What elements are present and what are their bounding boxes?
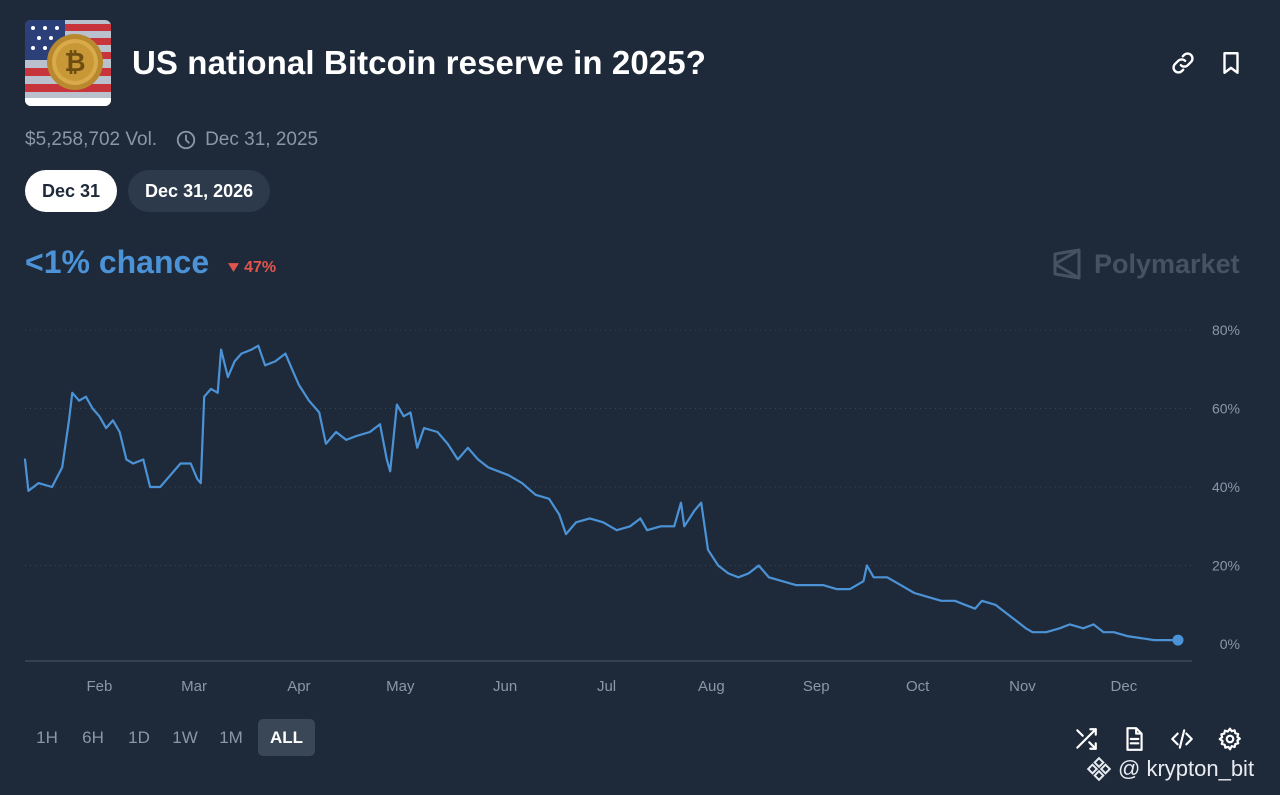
range-1d[interactable]: 1D (128, 727, 150, 747)
x-tick-label: Nov (1009, 678, 1036, 695)
watermark-text: @ krypton_bit (1118, 756, 1255, 781)
x-tick-label: Mar (181, 678, 207, 695)
chance-delta: 47% (228, 259, 276, 277)
x-tick-label: Apr (287, 678, 310, 695)
outcome-tabs: Dec 31 Dec 31, 2026 (25, 170, 271, 212)
y-tick-label: 80% (1212, 322, 1240, 338)
triangle-down-icon (228, 263, 240, 272)
diamond-logo-icon (1086, 756, 1112, 782)
range-1h[interactable]: 1H (36, 727, 58, 747)
range-1w[interactable]: 1W (172, 727, 198, 747)
market-header: ₿ US national Bitcoin reserve in 2025? (25, 20, 1255, 108)
x-tick-label: Sep (803, 678, 830, 695)
chance-label: <1% chance (25, 244, 210, 280)
series-line (23, 344, 1180, 642)
current-value-dot (1172, 634, 1184, 646)
gear-icon[interactable] (1217, 726, 1243, 752)
x-tick-label: Oct (906, 678, 930, 695)
x-axis-ticks: Feb Mar Apr May Jun Jul Aug Sep Oct Nov Dec (86, 678, 1137, 695)
chart-grid (25, 329, 1192, 566)
bitcoin-flag-icon: ₿ (25, 20, 111, 106)
y-axis-ticks: 0% 20% 40% 60% 80% (1212, 322, 1240, 652)
volume-text: $5,258,702 Vol. (25, 129, 158, 150)
range-all[interactable]: ALL (258, 719, 316, 756)
chance-delta-value: 47% (244, 258, 277, 276)
x-tick-label: Jul (597, 678, 616, 695)
bookmark-icon[interactable] (1218, 50, 1244, 76)
y-tick-label: 40% (1212, 479, 1240, 495)
y-tick-label: 20% (1212, 558, 1240, 574)
end-date-text: Dec 31, 2025 (205, 129, 319, 150)
svg-text:₿: ₿ (64, 48, 85, 78)
shuffle-icon[interactable] (1073, 726, 1099, 752)
x-tick-label: Jun (493, 678, 517, 695)
polymarket-icon (1053, 248, 1081, 280)
time-range-selector: 1H 6H 1D 1W 1M ALL (28, 719, 316, 756)
chart-tools (1073, 726, 1243, 752)
polymarket-logo: Polymarket (1052, 248, 1240, 280)
chance-summary: <1% chance 47% (25, 244, 276, 281)
range-1m[interactable]: 1M (219, 727, 243, 747)
range-6h[interactable]: 6H (82, 727, 104, 747)
probability-chart: 0% 20% 40% 60% 80% Feb Mar Apr May Jun Jul Aug Sep O… (23, 322, 1240, 695)
brand-name: Polymarket (1094, 248, 1240, 279)
clock-icon (176, 130, 196, 150)
x-tick-label: Aug (698, 678, 725, 695)
watermark: @ krypton_bit (1086, 756, 1254, 782)
link-icon[interactable] (1170, 50, 1196, 76)
tab-dec-31[interactable]: Dec 31 (25, 170, 118, 212)
x-tick-label: May (386, 678, 415, 695)
embed-code-icon[interactable] (1169, 726, 1195, 752)
y-tick-label: 0% (1220, 636, 1240, 652)
y-tick-label: 60% (1212, 401, 1240, 417)
tab-dec-31-2026[interactable]: Dec 31, 2026 (128, 170, 271, 212)
page-title: US national Bitcoin reserve in 2025? (132, 44, 706, 81)
x-tick-label: Dec (1111, 678, 1138, 695)
document-icon[interactable] (1121, 726, 1147, 752)
market-meta: $5,258,702 Vol. Dec 31, 2025 (25, 129, 318, 151)
x-tick-label: Feb (86, 678, 112, 695)
